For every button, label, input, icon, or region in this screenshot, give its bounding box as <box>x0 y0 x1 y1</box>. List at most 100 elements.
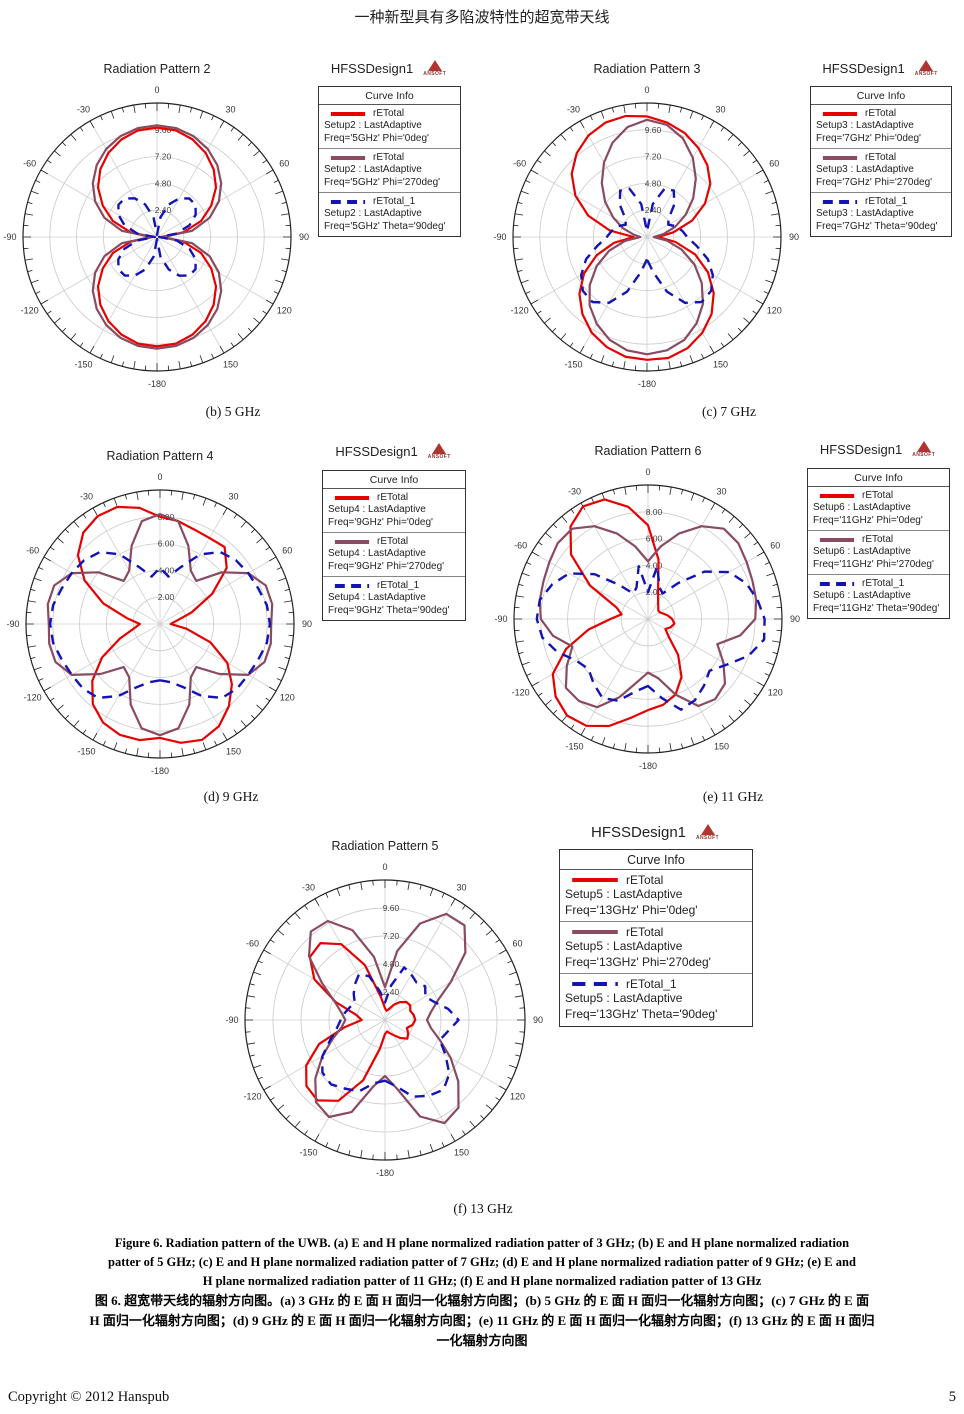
radiation-chart-b: Radiation Pattern 2 0 30 60 90 120 150 -180 -15… <box>0 62 316 396</box>
legend-swatch-solid-line <box>822 155 858 160</box>
angle-tick-label: 150 <box>713 359 728 369</box>
radial-tick-label: 8.00 <box>646 507 663 517</box>
legend-entry: rETotal_1 Setup4 : LastAdaptive Freq='9GHz… <box>323 576 465 620</box>
angle-tick-label: -150 <box>299 1148 317 1158</box>
angle-tick-label: 30 <box>225 105 235 115</box>
radial-tick-label: 4.00 <box>646 560 663 570</box>
radial-tick-label: 7.20 <box>383 931 400 941</box>
legend-info-line: Setup5 : LastAdaptive <box>565 887 683 901</box>
radiation-chart-c: Radiation Pattern 3 0 30 60 90 120 150 -180 -15… <box>488 62 806 396</box>
angle-tick-label: -60 <box>26 546 39 556</box>
angle-tick-label: 120 <box>767 306 782 316</box>
ansoft-triangle-icon <box>700 824 715 835</box>
angle-tick-label: -60 <box>246 939 259 949</box>
angle-tick-label: -60 <box>23 159 36 169</box>
legend-info-line: Freq='9GHz' Phi='270deg' <box>328 561 445 572</box>
design-header: HFSSDesign1 ANSOFT <box>318 60 459 78</box>
series-curve-rETotal <box>570 114 715 361</box>
angle-tick-label: -90 <box>493 232 506 242</box>
angle-tick-label: 120 <box>768 688 783 698</box>
plot-title: Radiation Pattern 6 <box>594 444 702 458</box>
legend-swatch-solid-line <box>334 495 370 500</box>
legend-info-line: Freq='13GHz' Phi='0deg' <box>565 902 698 917</box>
series-curve-rETotal <box>76 505 233 744</box>
legend-info-line: Setup6 : LastAdaptive <box>813 546 911 557</box>
angle-tick-label: 150 <box>223 359 238 369</box>
polar-plot-13ghz: 0 30 60 90 120 150 -180 -150 -120 -90 -60 -30 2.40 4.… <box>225 862 543 1178</box>
radial-tick-label: 4.80 <box>155 178 172 188</box>
radial-tick-label: 4.00 <box>158 565 175 575</box>
series-curve-rETotal <box>96 126 218 348</box>
ansoft-triangle-icon <box>919 60 934 71</box>
legend-series-name: rETotal_1 <box>377 580 420 591</box>
plot-title: Radiation Pattern 4 <box>106 449 214 463</box>
legend-info-line: Freq='11GHz' Phi='270deg' <box>813 559 934 570</box>
radial-tick-label: 2.40 <box>645 205 662 215</box>
series-curve-rETotal_1 <box>117 197 197 277</box>
design-header: HFSSDesign1 ANSOFT <box>810 60 950 78</box>
ansoft-logo-text: ANSOFT <box>696 835 719 841</box>
design-header: HFSSDesign1 ANSOFT <box>807 441 948 459</box>
ansoft-logo-text: ANSOFT <box>427 454 451 460</box>
radial-tick-label: 2.40 <box>155 205 172 215</box>
legend-info-line: Setup6 : LastAdaptive <box>813 502 911 513</box>
angle-tick-label: 0 <box>154 85 159 95</box>
angle-tick-label: 90 <box>302 619 312 629</box>
radial-tick-label: 7.20 <box>645 152 662 162</box>
angle-tick-label: 90 <box>533 1015 543 1025</box>
angle-tick-label: -120 <box>24 693 42 703</box>
angle-tick-label: 0 <box>645 467 650 477</box>
legend-entry: rETotal Setup5 : LastAdaptive Freq='13GHz'… <box>560 870 752 921</box>
legend-swatch-solid-line <box>572 930 618 935</box>
angle-tick-label: 150 <box>226 746 241 756</box>
legend-swatch-solid-line <box>822 111 858 116</box>
curve-info-legend: Curve Info rETotal Setup4 : LastAdaptive Fr… <box>322 470 466 621</box>
angle-tick-label: -30 <box>77 105 90 115</box>
angle-tick-label: -150 <box>564 359 582 369</box>
angle-tick-label: -180 <box>148 379 166 389</box>
legend-series-name: rETotal <box>865 152 897 163</box>
legend-info-line: Freq='5GHz' Phi='270deg' <box>324 177 441 188</box>
legend-info-line: Setup4 : LastAdaptive <box>328 548 426 559</box>
angle-tick-label: -180 <box>376 1168 394 1178</box>
design-label: HFSSDesign1 <box>822 61 905 76</box>
angle-tick-label: -150 <box>565 741 583 751</box>
radial-tick-label: 4.80 <box>645 178 662 188</box>
sub-caption-c: (c) 7 GHz <box>702 404 756 419</box>
caption-line-cn: 图 6. 超宽带天线的辐射方向图。(a) 3 GHz 的 E 面 H 面归一化辐… <box>94 1293 870 1308</box>
legend-info-line: Setup2 : LastAdaptive <box>324 208 422 219</box>
legend-header: Curve Info <box>560 850 752 870</box>
figure-caption: Figure 6. Radiation pattern of the UWB. … <box>0 1234 964 1351</box>
ansoft-triangle-icon <box>427 60 442 71</box>
series-curve-rETotal_1 <box>580 187 714 304</box>
legend-series-name: rETotal_1 <box>862 578 905 589</box>
series-curve-rETotal <box>588 118 705 356</box>
plot-title: Radiation Pattern 5 <box>331 839 439 853</box>
legend-series-name: rETotal <box>373 152 405 163</box>
angle-tick-label: -90 <box>225 1015 238 1025</box>
design-header: HFSSDesign1 ANSOFT <box>559 824 751 842</box>
polar-plot-11ghz: 0 30 60 90 120 150 -180 -150 -120 -90 -60 -30 2.00 4.… <box>494 467 800 771</box>
radiation-chart-d: Radiation Pattern 4 0 30 60 90 120 150 -180 -15… <box>1 449 319 783</box>
legend-header: Curve Info <box>808 469 949 487</box>
legend-entry: rETotal Setup2 : LastAdaptive Freq='5GHz' … <box>319 105 460 148</box>
ansoft-triangle-icon <box>916 441 931 452</box>
radial-tick-label: 6.00 <box>646 534 663 544</box>
angle-tick-label: -90 <box>3 232 16 242</box>
angle-tick-label: 60 <box>769 159 779 169</box>
legend-series-name: rETotal <box>626 925 664 940</box>
angle-tick-label: 60 <box>282 546 292 556</box>
radial-tick-label: 9.60 <box>645 125 662 135</box>
ansoft-logo-text: ANSOFT <box>914 71 938 77</box>
radiation-chart-f: Radiation Pattern 5 0 30 60 90 120 150 -180 -15… <box>220 839 550 1185</box>
ansoft-logo: ANSOFT <box>912 441 935 458</box>
ansoft-logo: ANSOFT <box>428 443 451 460</box>
legend-header: Curve Info <box>323 471 465 489</box>
ansoft-logo-text: ANSOFT <box>423 71 447 77</box>
legend-swatch-solid-line <box>330 155 366 160</box>
legend-series-name: rETotal_1 <box>626 977 677 992</box>
caption-line: Figure 6. Radiation pattern of the UWB. … <box>114 1236 850 1250</box>
caption-line: H plane normalized radiation patter of 1… <box>202 1274 762 1288</box>
angle-tick-label: -120 <box>511 306 529 316</box>
legend-header: Curve Info <box>811 87 951 105</box>
